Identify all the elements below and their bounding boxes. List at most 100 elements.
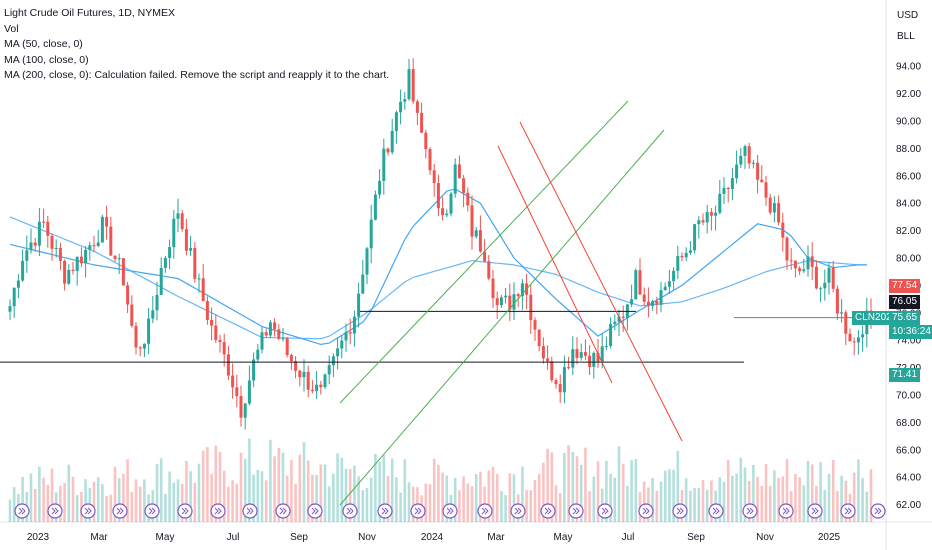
candle-body [751,162,755,164]
volume-bar [126,459,129,522]
volume-bar [197,463,201,522]
event-marker-glyph [481,507,489,515]
candle-body [831,267,835,289]
candle-body [399,101,403,113]
volume-bar [327,486,331,522]
candle-body [54,247,58,249]
candle-body [491,278,495,299]
candle-body [96,242,100,246]
candle-body [462,178,466,193]
candle-body [390,130,394,153]
candle-body [768,197,772,213]
candle-body [697,220,701,225]
event-marker-glyph [746,507,754,515]
candle-body [827,267,831,283]
volume-bar [138,486,142,522]
candle-body [407,69,411,100]
price-tick-label: 86.00 [896,171,921,182]
candle-body [613,321,617,324]
price-tick-label: 64.00 [896,473,921,484]
volume-bar [857,459,860,522]
candle-body [37,221,41,246]
candle-body [835,288,839,314]
candle-body [121,258,125,286]
volume-bar [609,473,612,522]
candle-body [688,250,692,253]
candle-body [310,389,314,392]
volume-bar [101,484,104,522]
candle-body [630,299,634,305]
candle-body [189,247,193,251]
volume-bar [222,470,226,522]
candle-body [260,332,264,350]
volume-bar [537,473,541,522]
volume-bar [407,482,411,522]
candle-body [243,403,247,418]
volume-bar [75,495,79,522]
candle-body [138,347,142,349]
candle-body [197,278,201,280]
volume-bar [411,486,415,522]
volume-bar [264,480,268,522]
volume-bar [130,492,134,522]
candle-body [424,132,428,150]
candle-body [373,194,377,220]
volume-bar [701,480,705,522]
volume-bar [630,460,633,522]
event-marker-glyph [514,507,522,515]
candle-body [709,212,713,216]
candle-body [579,352,583,358]
volume-bar [844,480,848,522]
time-tick-label: Jul [227,532,240,543]
volume-bar [8,499,12,522]
candle-body [499,297,503,306]
volume-bar [206,447,209,522]
volume-bar [201,450,205,522]
volume-bar [315,475,318,522]
price-tick-label: 70.00 [896,391,921,402]
candle-body [105,216,109,227]
candle-body [701,220,705,223]
candle-body [617,316,621,322]
volume-bar [697,488,701,522]
up-channel-lower [339,129,665,506]
candle-body [520,283,524,297]
candle-body [29,242,33,251]
volume-bar [214,445,218,522]
candle-body [231,375,235,388]
volume-bar [386,476,390,522]
candle-body [718,193,722,213]
candle-body [756,162,760,180]
volume-bar [596,461,600,522]
volume-bar [546,448,549,522]
candle-body [432,170,436,184]
candle-body [793,260,797,269]
symbol-tag: CLN2024 [852,311,901,325]
volume-bar [46,484,50,522]
line-price-tag: 76.05 [889,295,921,309]
volume-bar [869,469,873,522]
candle-body [84,249,88,264]
unit-button[interactable]: BLL [897,31,915,42]
candle-body [172,218,176,248]
candle-body [550,361,554,381]
volume-bar [617,446,621,522]
time-tick-label: 2023 [27,532,50,543]
event-marker-glyph [544,507,552,515]
volume-bar [33,488,37,522]
volume-bar [684,478,688,522]
candle-body [861,334,865,338]
price-tick-label: 62.00 [896,500,921,511]
candle-body [781,222,785,238]
volume-bar [189,471,192,522]
volume-bar [865,491,869,522]
candle-body [772,203,776,213]
volume-bar [50,468,54,522]
candle-body [705,212,709,223]
currency-button[interactable]: USD [897,10,919,21]
candle-body [12,287,16,307]
volume-bar [495,473,499,522]
candle-body [651,301,655,306]
price-tick-label: 94.00 [896,62,921,73]
candle-body [848,333,852,342]
